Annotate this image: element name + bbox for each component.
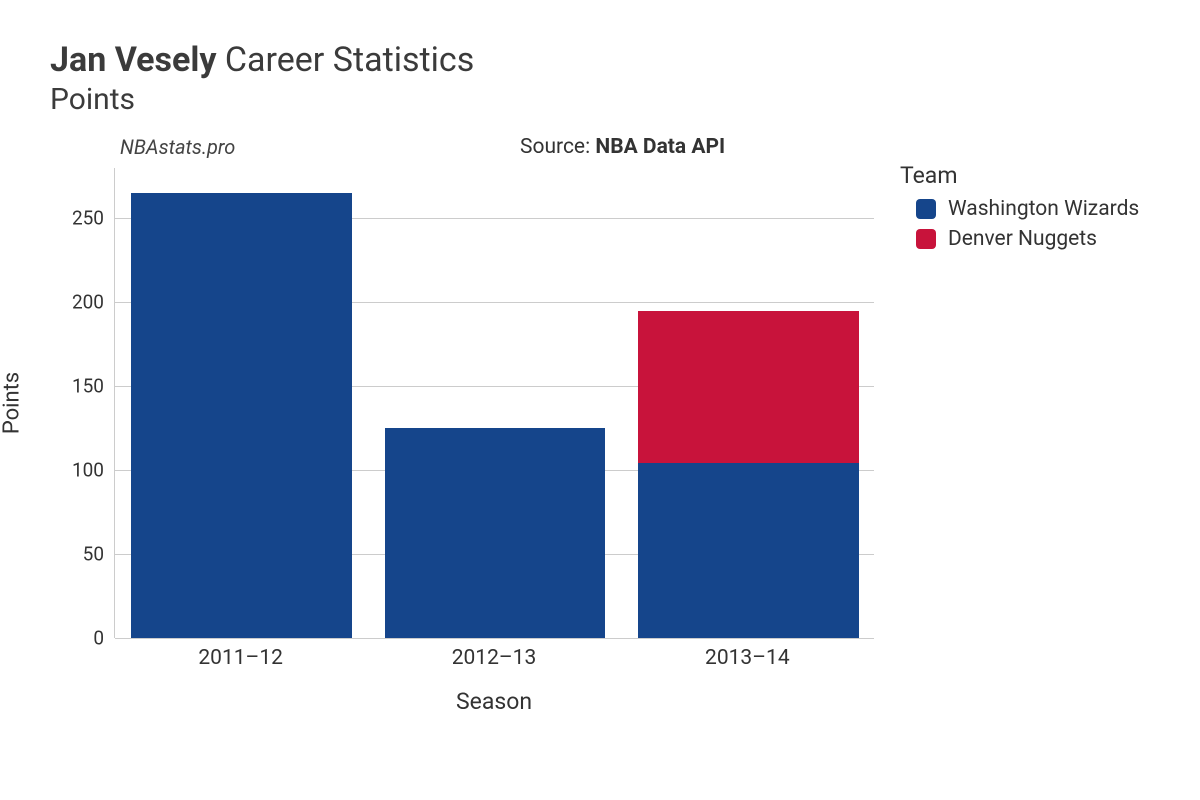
- chart-title: Jan Vesely Career Statistics: [50, 40, 1160, 80]
- legend-label: Washington Wizards: [948, 197, 1139, 221]
- x-axis-title: Season: [456, 688, 532, 715]
- bar-segment: [638, 463, 858, 638]
- chart-subtitle: Points: [50, 82, 1160, 117]
- x-tick-label: 2013–14: [705, 646, 790, 670]
- x-tick-label: 2012–13: [452, 646, 537, 670]
- legend: Team Washington Wizards Denver Nuggets: [900, 162, 1139, 257]
- bar-segment: [131, 193, 351, 638]
- legend-title: Team: [900, 162, 1139, 189]
- legend-swatch: [916, 199, 936, 219]
- legend-label: Denver Nuggets: [948, 227, 1097, 251]
- y-tick-label: 100: [54, 459, 104, 482]
- meta-row: NBAstats.pro Source: NBA Data API: [50, 135, 1160, 165]
- grid-line: [115, 638, 874, 639]
- chart-container: Jan Vesely Career Statistics Points NBAs…: [0, 0, 1200, 800]
- source-label: Source: NBA Data API: [520, 135, 725, 159]
- bar-column: [638, 311, 858, 638]
- legend-item: Denver Nuggets: [916, 227, 1139, 251]
- y-axis-title: Points: [0, 372, 25, 434]
- legend-swatch: [916, 229, 936, 249]
- y-tick-label: 250: [54, 207, 104, 230]
- title-rest: Career Statistics: [216, 40, 474, 80]
- bar-column: [385, 428, 605, 638]
- y-tick-label: 0: [54, 627, 104, 650]
- y-tick-label: 150: [54, 375, 104, 398]
- chart-area: Points Season Team Washington WizardsDen…: [50, 168, 1150, 728]
- watermark-label: NBAstats.pro: [120, 135, 235, 159]
- source-name: NBA Data API: [595, 135, 725, 159]
- source-prefix: Source:: [520, 135, 595, 159]
- plot-area: [114, 168, 874, 638]
- y-tick-label: 200: [54, 291, 104, 314]
- bar-column: [131, 193, 351, 638]
- x-tick-label: 2011–12: [198, 646, 283, 670]
- bar-segment: [385, 428, 605, 638]
- bar-segment: [638, 311, 858, 464]
- y-tick-label: 50: [54, 543, 104, 566]
- legend-item: Washington Wizards: [916, 197, 1139, 221]
- title-bold: Jan Vesely: [50, 40, 216, 80]
